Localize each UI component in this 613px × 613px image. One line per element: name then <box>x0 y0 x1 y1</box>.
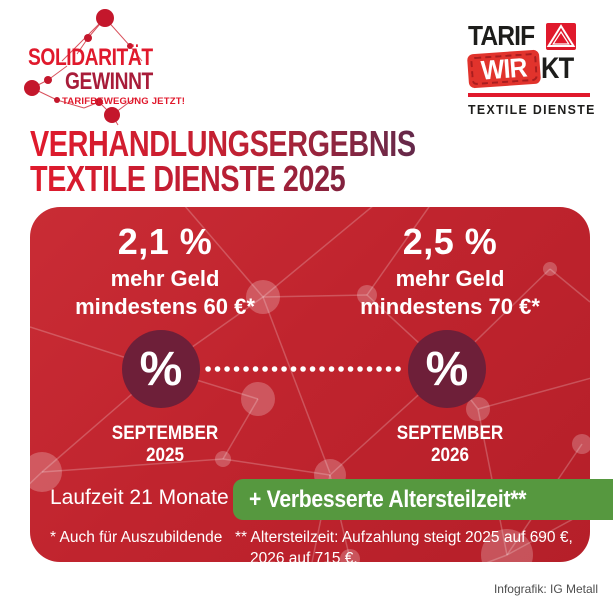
duration-label: Laufzeit 21 Monate <box>50 486 229 509</box>
title-line2: TEXTILE DIENSTE 2025 <box>30 161 416 197</box>
raise-2025-block: 2,1 % mehr Geld mindestens 60 €* <box>40 221 290 320</box>
logo-divider <box>468 93 590 97</box>
tarif-word: TARIF <box>468 20 535 51</box>
solidarity-logo: SOLIDARITÄT GEWINNT TARIFBEWEGUNG JETZT! <box>22 6 185 126</box>
date-2025-year: 2025 <box>145 445 185 466</box>
percent-badge-2025: % <box>122 330 200 408</box>
raise-2026-more-label: mehr Geld <box>395 266 505 291</box>
solidarity-line1: SOLIDARITÄT <box>28 44 153 71</box>
title-line1: VERHANDLUNGSERGEBNIS <box>30 123 416 164</box>
footnote-altersteilzeit: ** Altersteilzeit: Aufzahlung steigt 202… <box>235 527 573 562</box>
percent-badge-2026: % <box>408 330 486 408</box>
raise-2026-block: 2,5 % mehr Geld mindestens 70 €* <box>325 221 575 320</box>
date-2026-month: SEPTEMBER <box>396 423 504 444</box>
tarif-wirkt-logo: TARIF WIR KT TEXTILE DIENSTE <box>466 20 603 117</box>
altersteilzeit-banner-label: + Verbesserte Altersteilzeit** <box>249 485 527 513</box>
solidarity-line3: TARIFBEWEGUNG JETZT! <box>62 96 186 107</box>
raise-2026-percent: 2,5 % <box>402 221 498 262</box>
altersteilzeit-banner: + Verbesserte Altersteilzeit** <box>233 479 613 520</box>
footnote-altersteilzeit-line2: 2026 auf 715 €. <box>250 550 358 562</box>
solidarity-network-icon <box>24 9 143 126</box>
wir-patch: WIR <box>466 49 542 89</box>
date-2025-month: SEPTEMBER <box>111 423 219 444</box>
raise-2026-minimum: mindestens 70 €* <box>360 294 540 319</box>
raise-2025-percent: 2,1 % <box>117 221 213 262</box>
raise-2025-more-label: mehr Geld <box>110 266 220 291</box>
date-2025: SEPTEMBER 2025 <box>53 423 278 467</box>
solidarity-line2: GEWINNT <box>65 68 153 95</box>
footnote-trainees: * Auch für Auszubildende <box>50 529 223 546</box>
ig-metall-logo-icon <box>546 22 577 50</box>
wir-word: WIR <box>480 51 528 86</box>
infographic-credit: Infografik: IG Metall <box>493 582 598 596</box>
page-title: VERHANDLUNGSERGEBNIS TEXTILE DIENSTE 202… <box>30 123 512 197</box>
footnote-altersteilzeit-line1: ** Altersteilzeit: Aufzahlung steigt 202… <box>235 529 573 546</box>
raise-2025-minimum: mindestens 60 €* <box>75 294 255 319</box>
kt-word: KT <box>541 52 574 85</box>
date-2026: SEPTEMBER 2026 <box>338 423 563 467</box>
date-2026-year: 2026 <box>430 445 470 466</box>
logo-subline: TEXTILE DIENSTE <box>468 102 596 117</box>
